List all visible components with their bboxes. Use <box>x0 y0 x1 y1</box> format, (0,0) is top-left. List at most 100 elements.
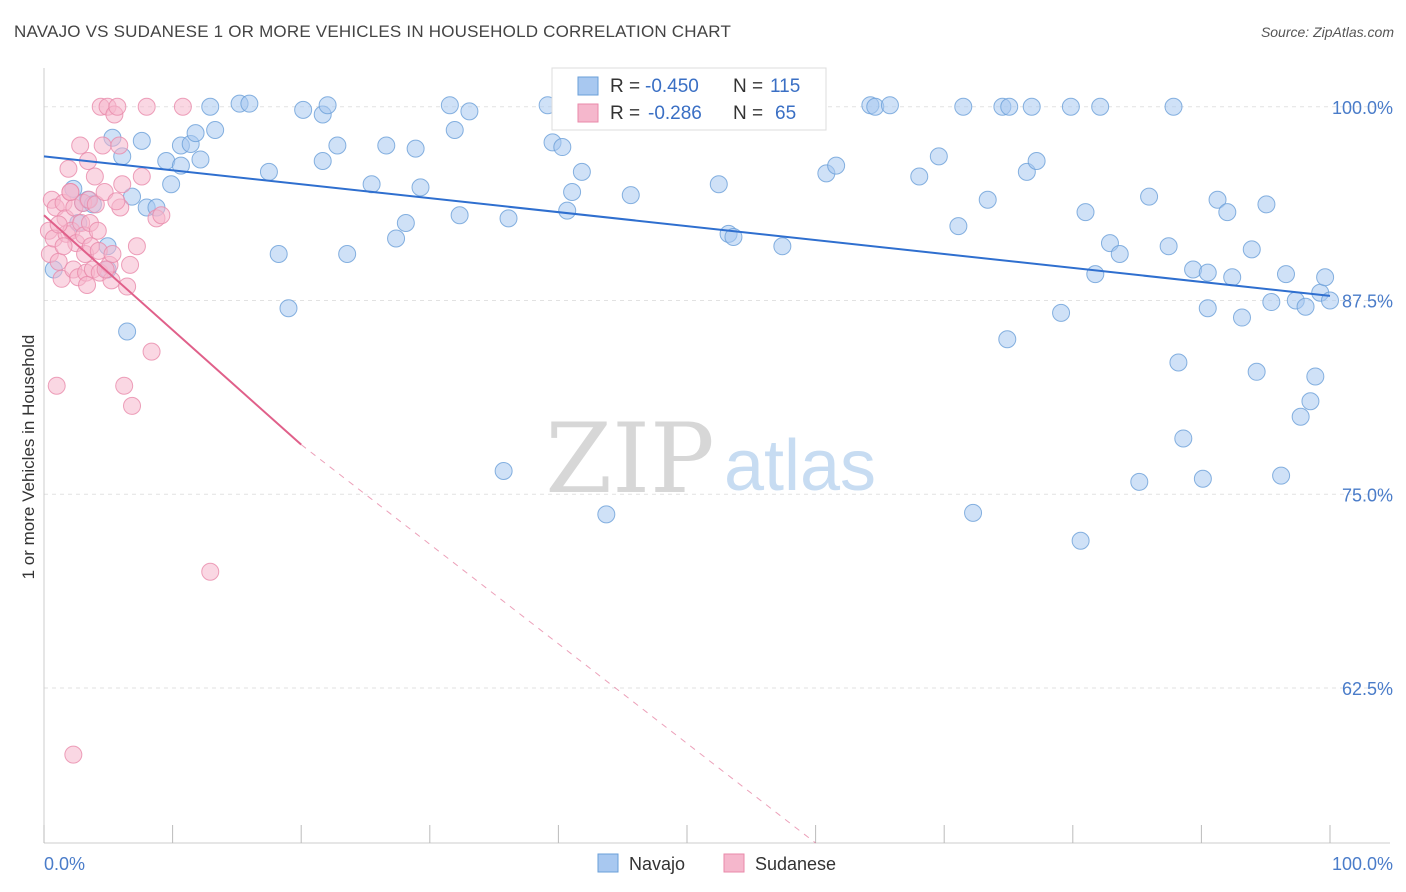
navajo-point <box>954 97 973 116</box>
sudanese-point <box>93 136 112 155</box>
navajo-point <box>362 175 381 194</box>
navajo-point <box>1091 97 1110 116</box>
series-legend: Navajo Sudanese <box>597 853 836 874</box>
axes: 100.0% 87.5% 75.0% 62.5% <box>43 68 1393 844</box>
navajo-point <box>827 156 846 175</box>
sudanese-r-value: -0.286 <box>648 103 702 124</box>
navajo-point <box>553 138 572 157</box>
navajo-point <box>406 139 425 158</box>
navajo-point <box>1242 240 1261 259</box>
navajo-point <box>1076 203 1095 222</box>
navajo-point <box>709 175 728 194</box>
trend-lines <box>43 155 1331 844</box>
sudanese-point <box>95 183 114 201</box>
navajo-point <box>572 162 591 181</box>
navajo-point <box>162 175 181 194</box>
sudanese-n-value: 65 <box>775 103 796 124</box>
sudanese-point <box>110 136 129 155</box>
sudanese-point <box>113 175 132 194</box>
navajo-point <box>1301 392 1320 411</box>
navajo-point <box>396 214 415 232</box>
grid <box>44 106 1390 689</box>
navajo-r-value: -0.450 <box>645 76 699 97</box>
navajo-point <box>313 152 332 170</box>
navajo-point <box>1061 97 1080 116</box>
sudanese-point <box>115 376 134 395</box>
sudanese-point <box>118 277 137 296</box>
navajo-point <box>206 121 225 139</box>
sudanese-point <box>108 97 127 116</box>
sudanese-point <box>152 206 171 225</box>
navajo-point <box>259 162 278 181</box>
sudanese-point <box>49 215 68 234</box>
navajo-point <box>338 245 357 263</box>
navajo-point <box>279 299 298 318</box>
navajo-point <box>1184 260 1203 279</box>
navajo-point <box>1276 265 1295 284</box>
navajo-point <box>949 217 968 236</box>
navajo-point <box>1257 195 1276 214</box>
y-tick-label: 75.0% <box>1342 485 1393 505</box>
sudanese-n-label: N = <box>733 103 763 124</box>
navajo-n-label: N = <box>733 76 763 97</box>
legend-navajo-label: Navajo <box>629 854 685 874</box>
navajo-point <box>1291 407 1310 426</box>
navajo-point <box>318 96 337 115</box>
sudanese-point <box>132 167 151 186</box>
navajo-point <box>240 94 259 113</box>
sudanese-trend-line <box>43 214 302 446</box>
navajo-point <box>1198 263 1217 282</box>
navajo-point <box>1306 367 1325 386</box>
navajo-point <box>1164 97 1183 116</box>
navajo-point <box>1052 303 1071 322</box>
navajo-point <box>191 150 210 169</box>
navajo-point <box>1071 531 1090 550</box>
navajo-point <box>1193 469 1212 488</box>
sudanese-point <box>137 97 156 116</box>
legend-sudanese-swatch <box>723 853 745 873</box>
navajo-point <box>411 178 430 197</box>
legend-navajo-swatch <box>597 853 619 873</box>
sudanese-trend-extension <box>300 444 816 844</box>
navajo-point <box>773 237 792 256</box>
navajo-point <box>563 183 582 201</box>
navajo-trend-line <box>43 155 1331 297</box>
watermark-zip: ZIP <box>545 403 714 515</box>
chart-title: NAVAJO VS SUDANESE 1 OR MORE VEHICLES IN… <box>14 22 732 41</box>
sudanese-point <box>78 276 97 294</box>
x-tick-label-left: 0.0% <box>44 854 85 874</box>
navajo-point <box>597 505 616 524</box>
stats-legend: R = -0.450 N = 115 R = -0.286 N = 65 <box>551 67 827 131</box>
sudanese-point <box>47 376 66 395</box>
navajo-point <box>1296 297 1315 316</box>
navajo-point <box>1316 268 1335 287</box>
navajo-point <box>1223 268 1242 287</box>
legend-sudanese-label: Sudanese <box>755 854 836 874</box>
navajo-point <box>440 96 459 115</box>
navajo-point <box>132 131 151 150</box>
navajo-point <box>1159 237 1178 256</box>
navajo-point <box>1022 97 1041 116</box>
navajo-point <box>1027 152 1046 170</box>
navajo-point <box>328 136 347 155</box>
navajo-point <box>460 102 479 121</box>
navajo-point <box>964 503 983 522</box>
y-tick-label: 87.5% <box>1342 292 1393 312</box>
navajo-point <box>998 330 1017 349</box>
sudanese-point <box>54 237 73 256</box>
navajo-point <box>1110 245 1129 263</box>
sudanese-point <box>121 255 140 274</box>
y-tick-label: 100.0% <box>1332 98 1393 118</box>
navajo-point <box>1174 429 1193 448</box>
sudanese-point <box>64 745 83 764</box>
navajo-point <box>1262 293 1281 312</box>
navajo-point <box>1140 187 1159 206</box>
sudanese-point <box>61 183 80 201</box>
navajo-point <box>724 227 743 246</box>
y-axis-label: 1 or more Vehicles in Household <box>19 335 38 580</box>
sudanese-point <box>85 167 104 186</box>
navajo-point <box>978 190 997 209</box>
sudanese-r-label: R = <box>610 103 640 124</box>
navajo-point <box>494 462 513 480</box>
